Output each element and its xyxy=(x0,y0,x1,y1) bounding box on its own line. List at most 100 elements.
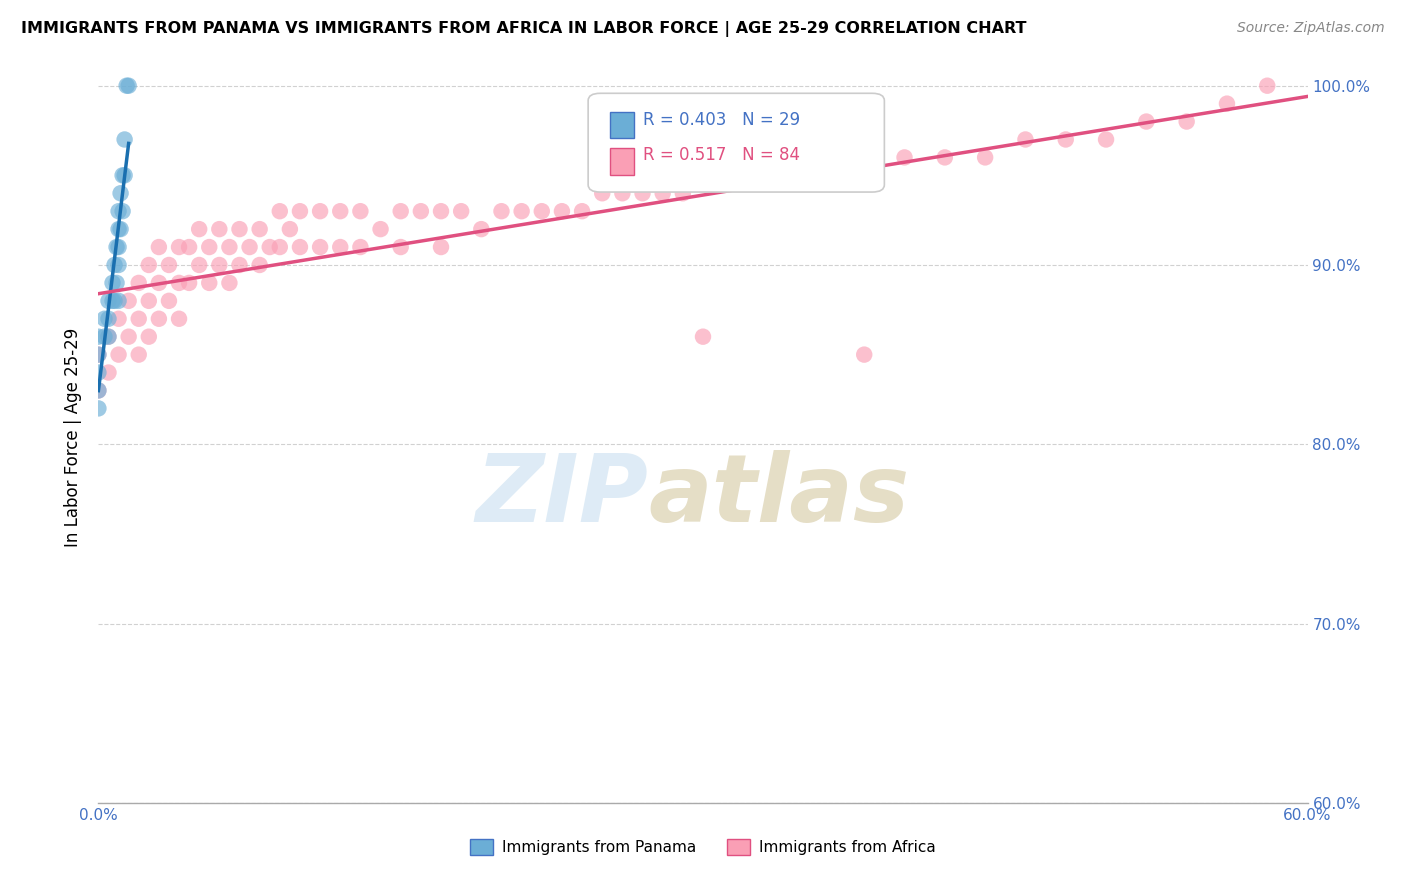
Point xyxy=(1216,96,1239,111)
Text: Source: ZipAtlas.com: Source: ZipAtlas.com xyxy=(1237,21,1385,36)
Text: atlas: atlas xyxy=(648,450,910,541)
Point xyxy=(115,78,138,93)
Point xyxy=(269,204,291,219)
Point xyxy=(148,276,170,290)
Point xyxy=(110,222,132,236)
Point xyxy=(107,222,129,236)
Point xyxy=(93,311,115,326)
Point xyxy=(198,276,221,290)
Point xyxy=(111,169,134,183)
Point xyxy=(87,329,110,343)
Point xyxy=(87,401,110,416)
Point xyxy=(157,258,180,272)
Point xyxy=(470,222,492,236)
Point xyxy=(389,204,412,219)
Point xyxy=(105,276,128,290)
Point xyxy=(853,348,876,362)
Point xyxy=(329,204,352,219)
Point xyxy=(105,240,128,254)
Point xyxy=(107,293,129,308)
Point xyxy=(148,311,170,326)
Point xyxy=(97,366,120,380)
Point xyxy=(138,293,160,308)
Point xyxy=(118,293,141,308)
Point xyxy=(672,186,695,201)
Point xyxy=(239,240,262,254)
Point xyxy=(1095,132,1118,146)
Point xyxy=(772,169,794,183)
Point xyxy=(87,366,110,380)
Point xyxy=(128,311,150,326)
Bar xyxy=(610,148,634,175)
Y-axis label: In Labor Force | Age 25-29: In Labor Force | Age 25-29 xyxy=(65,327,83,547)
Text: R = 0.403   N = 29: R = 0.403 N = 29 xyxy=(643,111,800,128)
Point xyxy=(114,132,136,146)
Point xyxy=(612,186,634,201)
Point xyxy=(571,204,593,219)
Point xyxy=(208,222,231,236)
Point xyxy=(1014,132,1036,146)
Point xyxy=(167,240,190,254)
Point xyxy=(430,240,453,254)
Point xyxy=(329,240,352,254)
Point xyxy=(179,240,201,254)
Point xyxy=(278,222,301,236)
Point xyxy=(450,204,472,219)
Point xyxy=(631,186,654,201)
Point xyxy=(218,276,240,290)
Bar xyxy=(610,112,634,138)
Point xyxy=(309,240,332,254)
Point xyxy=(249,222,271,236)
Point xyxy=(370,222,392,236)
Text: IMMIGRANTS FROM PANAMA VS IMMIGRANTS FROM AFRICA IN LABOR FORCE | AGE 25-29 CORR: IMMIGRANTS FROM PANAMA VS IMMIGRANTS FRO… xyxy=(21,21,1026,37)
Point xyxy=(1054,132,1077,146)
Point xyxy=(179,276,201,290)
Point xyxy=(813,169,835,183)
Point xyxy=(111,204,134,219)
Point xyxy=(692,169,714,183)
Point xyxy=(510,204,533,219)
Point xyxy=(128,348,150,362)
Point xyxy=(107,258,129,272)
Point xyxy=(491,204,513,219)
Point xyxy=(309,204,332,219)
Point xyxy=(97,329,120,343)
Point xyxy=(167,311,190,326)
Point xyxy=(430,204,453,219)
Point xyxy=(107,240,129,254)
Point xyxy=(288,204,311,219)
Point xyxy=(87,384,110,398)
Point xyxy=(551,204,574,219)
Point xyxy=(1135,114,1157,128)
Point xyxy=(288,240,311,254)
Point xyxy=(853,150,876,164)
Point xyxy=(188,222,211,236)
Point xyxy=(101,276,124,290)
Point xyxy=(87,348,110,362)
Point xyxy=(530,204,553,219)
Point xyxy=(128,276,150,290)
Point xyxy=(249,258,271,272)
Point xyxy=(228,222,250,236)
Point xyxy=(107,204,129,219)
Point xyxy=(87,384,110,398)
Point xyxy=(138,329,160,343)
Point xyxy=(733,169,755,183)
Point xyxy=(208,258,231,272)
Point xyxy=(87,348,110,362)
Point xyxy=(97,311,120,326)
Point xyxy=(218,240,240,254)
Point xyxy=(157,293,180,308)
Point xyxy=(110,186,132,201)
Point xyxy=(107,311,129,326)
Point xyxy=(118,329,141,343)
Point xyxy=(651,186,673,201)
Point xyxy=(138,258,160,272)
Point xyxy=(259,240,281,254)
Point xyxy=(101,293,124,308)
Point xyxy=(97,293,120,308)
Point xyxy=(148,240,170,254)
Point xyxy=(389,240,412,254)
Point xyxy=(167,276,190,290)
Point xyxy=(692,329,714,343)
